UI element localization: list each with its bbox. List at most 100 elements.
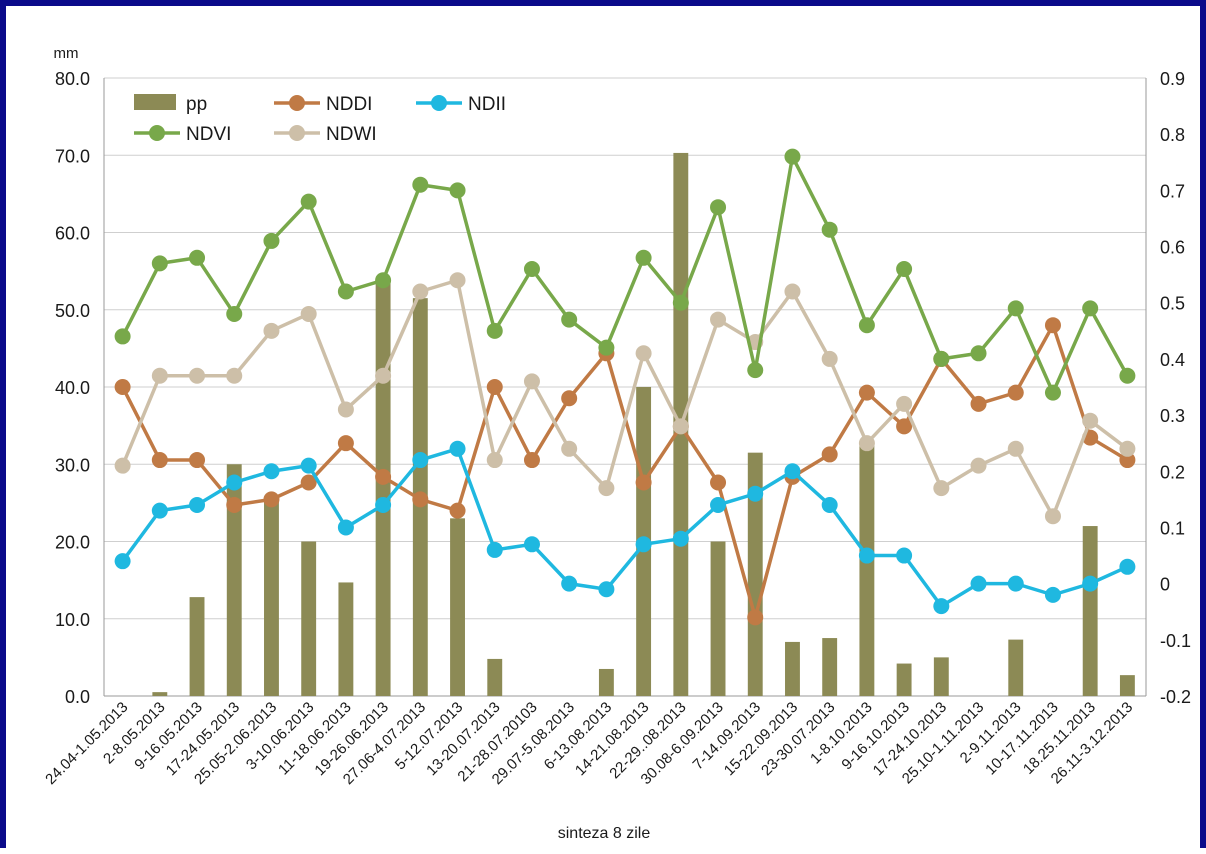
point-nddi — [486, 379, 503, 395]
point-ndvi — [598, 339, 615, 356]
point-ndwi — [1007, 440, 1024, 457]
point-ndwi — [1044, 508, 1061, 525]
point-ndvi — [151, 255, 168, 272]
legend-label-nddi: NDDI — [326, 94, 372, 115]
point-ndii — [449, 440, 466, 457]
point-ndvi — [486, 322, 503, 339]
line-ndii — [121, 447, 1129, 608]
point-nddi — [896, 418, 913, 435]
point-ndwi — [226, 367, 243, 384]
legend-marker-ndvi — [149, 125, 165, 141]
point-ndvi — [523, 261, 540, 278]
point-ndwi — [858, 435, 875, 452]
point-ndvi — [970, 345, 987, 362]
point-ndwi — [300, 305, 317, 322]
y-right-tick-label: 0.1 — [1160, 518, 1185, 538]
bar-pp — [822, 638, 838, 696]
point-ndvi — [896, 261, 913, 278]
y-left-tick-label: 50.0 — [55, 301, 90, 321]
x-axis-label: sinteza 8 zile — [558, 825, 651, 842]
point-ndvi — [114, 328, 131, 345]
point-nddi — [710, 474, 727, 491]
point-ndii — [523, 536, 540, 553]
legend-label-ndii: NDII — [468, 94, 506, 115]
y-left-tick-label: 20.0 — [55, 533, 90, 553]
y-right-tick-label: 0.5 — [1160, 294, 1185, 314]
chart: 0.0 10.0 20.0 30.0 40.0 50.0 60.0 70.0 80.0 -0.2 -… — [42, 45, 1191, 842]
point-ndwi — [189, 367, 206, 384]
point-ndvi — [300, 193, 317, 210]
bar-pp — [1119, 675, 1135, 696]
point-ndii — [151, 502, 168, 519]
y-right-tick-label: 0.3 — [1160, 406, 1185, 426]
legend-label-ndvi: NDVI — [186, 124, 231, 145]
point-ndwi — [672, 418, 689, 435]
point-ndii — [672, 530, 689, 547]
point-ndwi — [784, 283, 801, 300]
point-nddi — [561, 390, 578, 407]
bar-pp — [933, 657, 949, 696]
point-ndii — [933, 598, 950, 615]
y-right-tick-label: 0.7 — [1160, 181, 1185, 201]
point-nddi — [635, 474, 652, 491]
point-ndwi — [263, 322, 280, 339]
bar-pp — [859, 441, 875, 696]
y-right-tick-label: 0 — [1160, 575, 1170, 595]
point-ndvi — [449, 182, 466, 199]
point-ndii — [263, 463, 280, 480]
point-nddi — [821, 446, 838, 463]
y-left-tick-label: 40.0 — [55, 378, 90, 398]
point-ndvi — [375, 272, 392, 289]
legend-marker-ndwi — [289, 125, 305, 141]
point-ndwi — [1082, 412, 1099, 429]
point-nddi — [300, 474, 317, 491]
legend-label-pp: pp — [186, 94, 207, 115]
point-nddi — [151, 452, 168, 469]
point-ndwi — [337, 401, 354, 418]
point-ndii — [1119, 558, 1136, 575]
y-axis-left-label: mm — [54, 45, 79, 62]
y-right-tick-label: 0.2 — [1160, 462, 1185, 482]
point-nddi — [412, 491, 429, 508]
point-nddi — [970, 395, 987, 412]
bar-pp — [896, 663, 912, 696]
bar-pp — [710, 541, 726, 696]
point-ndwi — [635, 345, 652, 362]
point-ndwi — [561, 440, 578, 457]
point-nddi — [263, 491, 280, 508]
line-ndwi — [120, 278, 1129, 518]
point-ndwi — [375, 367, 392, 384]
point-ndii — [412, 452, 429, 469]
point-ndvi — [337, 283, 354, 300]
bar-pp — [375, 278, 391, 696]
point-ndii — [747, 485, 764, 502]
point-nddi — [1119, 452, 1136, 469]
point-ndvi — [710, 199, 727, 216]
point-ndwi — [151, 367, 168, 384]
point-ndvi — [1119, 367, 1136, 384]
point-nddi — [375, 468, 392, 485]
point-ndwi — [1119, 440, 1136, 457]
y-right-tick-label: 0.6 — [1160, 238, 1185, 258]
point-nddi — [449, 502, 466, 519]
point-nddi — [226, 496, 243, 513]
y-right-tick-label: 0.8 — [1160, 125, 1185, 145]
bar-pp — [152, 692, 168, 696]
point-ndvi — [189, 249, 206, 266]
legend-marker-ndii — [431, 95, 447, 111]
point-ndvi — [821, 221, 838, 238]
point-ndii — [561, 575, 578, 592]
point-ndii — [375, 496, 392, 513]
point-ndii — [1082, 575, 1099, 592]
legend-marker-nddi — [289, 95, 305, 111]
point-ndwi — [523, 373, 540, 390]
point-ndii — [635, 536, 652, 553]
point-ndwi — [896, 395, 913, 412]
bar-pp — [301, 541, 317, 696]
point-ndvi — [635, 249, 652, 266]
bar-pp — [338, 582, 354, 696]
point-ndii — [710, 496, 727, 513]
bar-pp — [450, 518, 465, 696]
point-ndwi — [114, 457, 131, 474]
point-ndii — [337, 519, 354, 536]
